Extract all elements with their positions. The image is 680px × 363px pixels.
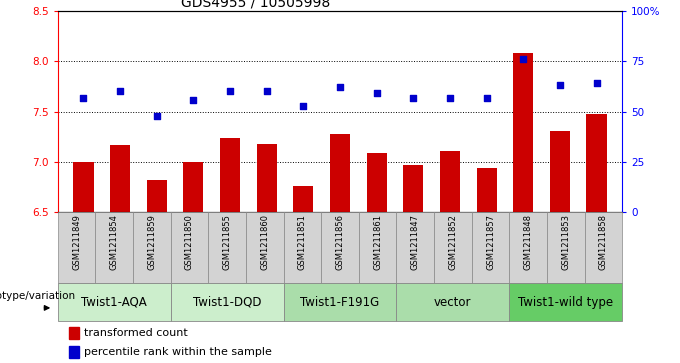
Point (554, 82, 565, 88)
Bar (396, 212, 434, 283)
Text: Twist1-DQD: Twist1-DQD (193, 296, 261, 309)
Bar (110, 145, 130, 212)
Text: GSM1211859: GSM1211859 (148, 215, 156, 270)
Bar (367, 153, 387, 212)
Bar (147, 180, 167, 212)
Bar (509, 283, 622, 321)
Text: GSM1211849: GSM1211849 (72, 215, 81, 270)
Bar (69, 346, 80, 358)
Bar (434, 212, 472, 283)
Bar (509, 212, 547, 283)
Point (371, 91, 382, 97)
Bar (284, 283, 396, 321)
Bar (440, 151, 460, 212)
Title: GDS4955 / 10505998: GDS4955 / 10505998 (181, 0, 330, 10)
Bar (403, 165, 424, 212)
Text: GSM1211858: GSM1211858 (599, 215, 608, 270)
Bar (477, 168, 496, 212)
Bar (171, 283, 284, 321)
Bar (547, 212, 585, 283)
Point (517, 56, 528, 62)
Text: transformed count: transformed count (84, 328, 188, 338)
Bar (73, 162, 94, 212)
Text: GSM1211855: GSM1211855 (222, 215, 232, 270)
Bar (330, 134, 350, 212)
Text: Twist1-wild type: Twist1-wild type (518, 296, 613, 309)
Point (445, 95, 456, 101)
Bar (513, 53, 533, 212)
Point (78, 95, 89, 101)
Point (408, 95, 419, 101)
Bar (58, 283, 171, 321)
Text: GSM1211850: GSM1211850 (185, 215, 194, 270)
Bar (171, 212, 208, 283)
Text: GSM1211854: GSM1211854 (109, 215, 119, 270)
Bar (69, 327, 80, 339)
Text: GSM1211857: GSM1211857 (486, 215, 495, 270)
Bar (284, 212, 321, 283)
Bar (256, 144, 277, 212)
Bar (95, 212, 133, 283)
Bar (396, 283, 509, 321)
Text: GSM1211848: GSM1211848 (524, 215, 532, 270)
Bar (472, 212, 509, 283)
Bar (321, 212, 359, 283)
Point (188, 97, 199, 102)
Bar (184, 162, 203, 212)
Text: GSM1211856: GSM1211856 (335, 215, 345, 270)
Bar (550, 131, 570, 212)
Text: Twist1-AQA: Twist1-AQA (82, 296, 147, 309)
Bar (359, 212, 396, 283)
Text: genotype/variation: genotype/variation (0, 291, 75, 302)
Point (115, 89, 126, 94)
Text: percentile rank within the sample: percentile rank within the sample (84, 347, 272, 357)
Text: GSM1211851: GSM1211851 (298, 215, 307, 270)
Text: GSM1211860: GSM1211860 (260, 215, 269, 270)
Bar (586, 114, 607, 212)
Point (335, 85, 345, 90)
Text: Twist1-F191G: Twist1-F191G (301, 296, 379, 309)
Text: GSM1211861: GSM1211861 (373, 215, 382, 270)
Point (152, 113, 163, 119)
Bar (585, 212, 622, 283)
Point (481, 95, 492, 101)
Text: GSM1211847: GSM1211847 (411, 215, 420, 270)
Bar (220, 138, 240, 212)
Bar (293, 186, 313, 212)
Point (591, 81, 602, 86)
Point (261, 89, 272, 94)
Text: vector: vector (434, 296, 472, 309)
Bar (133, 212, 171, 283)
Point (224, 89, 235, 94)
Text: GSM1211852: GSM1211852 (448, 215, 458, 270)
Point (298, 103, 309, 109)
Bar (246, 212, 284, 283)
Text: GSM1211853: GSM1211853 (561, 215, 571, 270)
Bar (208, 212, 246, 283)
Bar (58, 212, 95, 283)
